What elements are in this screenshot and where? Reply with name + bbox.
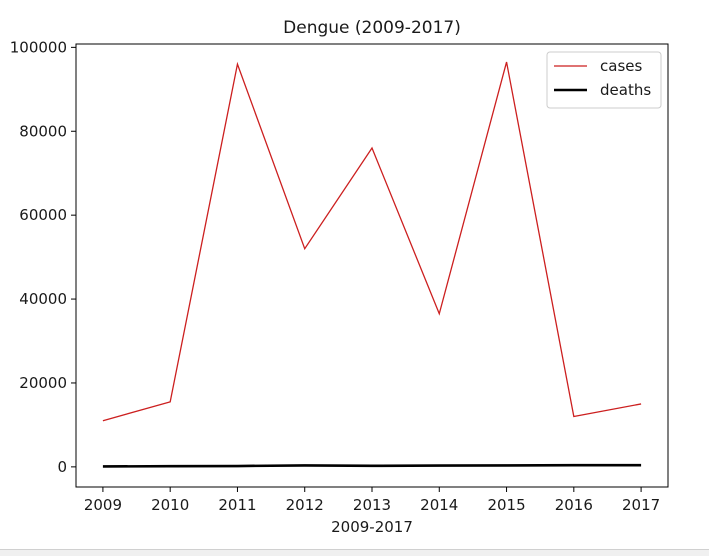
chart-title: Dengue (2009-2017) <box>283 18 461 38</box>
y-tick-label: 100000 <box>10 38 67 56</box>
series-layer <box>102 61 642 468</box>
plot-toolbar-strip <box>0 549 709 556</box>
x-tick-label: 2012 <box>286 496 324 514</box>
ticks-layer: 2009 2010 2011 2012 2013 2014 2015 2016 2017 0 200… <box>10 38 660 514</box>
x-tick-label: 2010 <box>151 496 189 514</box>
y-tick-label: 80000 <box>19 122 67 140</box>
x-tick-label: 2014 <box>420 496 458 514</box>
x-axis-label: 2009-2017 <box>331 518 413 536</box>
x-tick-label: 2013 <box>353 496 391 514</box>
y-tick-label: 0 <box>57 458 67 476</box>
x-tick-label: 2017 <box>622 496 660 514</box>
x-tick-label: 2011 <box>218 496 256 514</box>
x-tick-label: 2009 <box>84 496 122 514</box>
y-tick-label: 20000 <box>19 374 67 392</box>
series-line-deaths <box>102 463 642 468</box>
x-tick-label: 2016 <box>555 496 593 514</box>
series-line-cases <box>102 61 642 422</box>
x-tick-label: 2015 <box>487 496 525 514</box>
legend-label-cases: cases <box>600 57 642 75</box>
plot-area-frame <box>75 43 669 488</box>
legend-label-deaths: deaths <box>600 81 651 99</box>
y-tick-label: 60000 <box>19 206 67 224</box>
legend: cases deaths <box>546 51 662 109</box>
y-tick-label: 40000 <box>19 290 67 308</box>
